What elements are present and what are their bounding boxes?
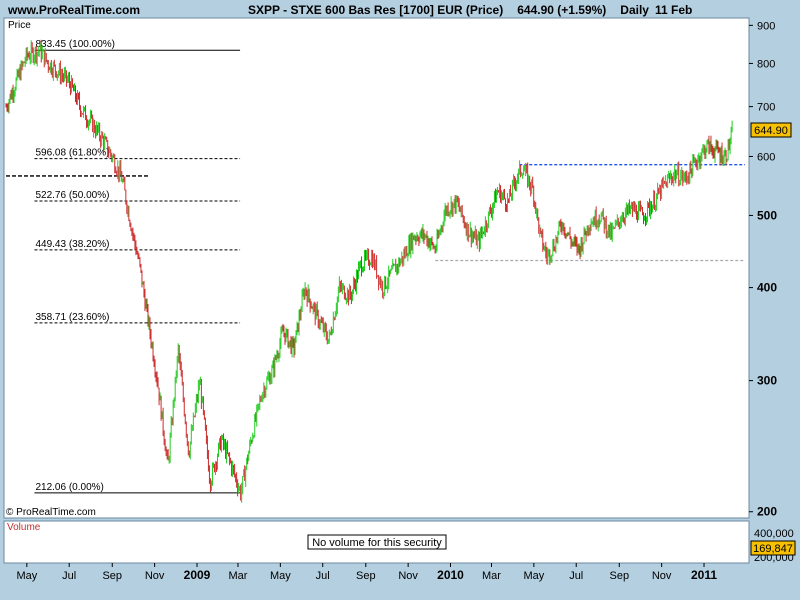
price-change: 644.90 (+1.59%) [517, 3, 607, 17]
volume-tick-400k: 400,000 [754, 528, 794, 540]
fibonacci-label: 212.06 (0.00%) [35, 482, 103, 493]
price-axis: 200 300 400 500 600 700 800 900 [748, 18, 777, 519]
time-tick-label: Jul [569, 570, 583, 582]
fibonacci-label: 358.71 (23.60%) [35, 312, 109, 323]
time-tick-label: May [523, 570, 544, 582]
no-volume-text: No volume for this security [312, 537, 442, 549]
instrument-title: SXPP - STXE 600 Bas Res [1700] EUR (Pric… [248, 3, 504, 17]
horizontal-lines [6, 163, 745, 262]
price-tick-label: 700 [757, 102, 775, 114]
time-tick-label: May [16, 570, 37, 582]
date-label: 11 Feb [654, 3, 693, 17]
time-tick-label: Nov [145, 570, 165, 582]
price-tick-label: 200 [757, 505, 777, 519]
period-label: Daily [620, 3, 649, 17]
price-tick-label: 300 [757, 374, 777, 388]
time-tick-label: Nov [652, 570, 672, 582]
time-tick-label: Jul [62, 570, 76, 582]
time-tick-label: May [270, 570, 291, 582]
last-volume-text: 169,847 [753, 543, 793, 555]
no-volume-box [307, 534, 447, 550]
price-tick-label: 400 [757, 281, 777, 295]
price-tick-label: 900 [757, 20, 775, 32]
time-tick-label: Mar [482, 570, 501, 582]
last-price-text: 644.90 [754, 125, 788, 137]
time-tick-label: Nov [398, 570, 418, 582]
time-tick-label: Mar [229, 570, 248, 582]
fibonacci-label: 596.08 (61.80%) [35, 148, 109, 159]
price-tick-label: 800 [757, 58, 775, 70]
fibonacci-label: 833.45 (100.00%) [35, 39, 115, 50]
time-axis: May Jul Sep Nov 2009 Mar May Jul Sep Nov 2010 Mar Ma… [16, 563, 717, 582]
fibonacci-label: 449.43 (38.20%) [35, 239, 109, 250]
time-tick-label: 2009 [184, 568, 211, 582]
time-tick-label: 2010 [437, 568, 464, 582]
chart-header: SXPP - STXE 600 Bas Res [1700] EUR (Pric… [248, 3, 706, 17]
price-tick-label: 600 [757, 151, 775, 163]
last-volume-badge: 169,847 [750, 540, 796, 556]
time-tick-label: Sep [356, 570, 376, 582]
fibonacci-levels: 833.45 (100.00%) 596.08 (61.80%) 522.76 (5… [34, 39, 241, 494]
copyright-label: © ProRealTime.com [6, 507, 96, 518]
time-tick-label: Sep [102, 570, 122, 582]
candlesticks [5, 39, 733, 503]
fibonacci-label: 522.76 (50.00%) [35, 190, 109, 201]
time-tick-label: Sep [609, 570, 629, 582]
time-tick-label: Jul [316, 570, 330, 582]
price-tick-label: 500 [757, 208, 777, 222]
volume-label: Volume [7, 522, 41, 533]
site-name: www.ProRealTime.com [8, 3, 141, 17]
price-label: Price [8, 20, 31, 31]
time-tick-label: 2011 [691, 568, 717, 582]
last-price-badge: 644.90 [750, 122, 792, 138]
